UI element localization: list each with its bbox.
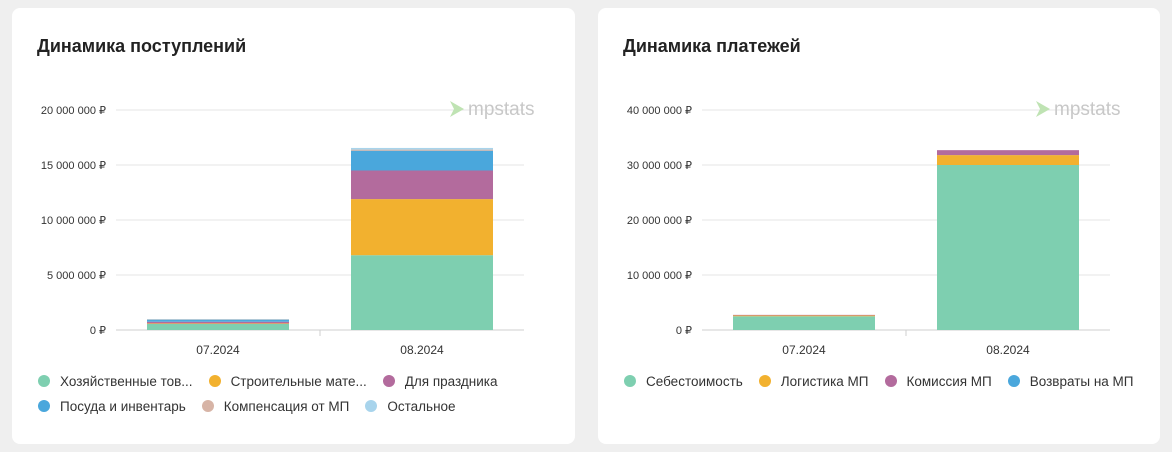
mpstats-logo: mpstats: [450, 99, 535, 120]
legend-color-dot-icon: [1007, 375, 1020, 387]
legend-item[interactable]: Компенсация от МП: [201, 397, 350, 415]
payments-dynamics-card: Динамика платежей 0 ₽ 10 000 000 ₽ 20 000 …: [598, 8, 1160, 444]
legend-item[interactable]: Для праздника: [382, 372, 498, 390]
income-dynamics-card: Динамика поступлений 0 ₽ 5 000 000 ₽ 10 00…: [12, 8, 575, 444]
legend-color-dot-icon: [38, 400, 50, 412]
legend-item[interactable]: Строительные мате...: [208, 372, 367, 390]
bar-segment[interactable]: [733, 314, 875, 316]
mpstats-logo: mpstats: [1036, 99, 1121, 120]
bar-segment[interactable]: [147, 319, 289, 320]
y-tick-label: 10 000 000 ₽: [627, 270, 692, 282]
bar-segment[interactable]: [351, 147, 493, 150]
legend-color-dot-icon: [208, 375, 221, 387]
y-tick-label: 0 ₽: [676, 325, 692, 337]
bar-segment[interactable]: [351, 149, 493, 151]
legend-item-label: Логистика МП: [780, 373, 869, 389]
y-tick-label: 20 000 000 ₽: [41, 105, 106, 117]
bar-segment[interactable]: [937, 165, 1079, 330]
mpstats-play-icon: [1036, 101, 1050, 117]
bar-segment[interactable]: [937, 155, 1079, 165]
bar-segment[interactable]: [733, 315, 875, 317]
bar-segment[interactable]: [351, 150, 493, 171]
legend-color-dot-icon: [38, 375, 50, 387]
mpstats-watermark-text: mpstats: [1054, 99, 1121, 120]
payments-chart-title: Динамика платежей: [623, 36, 801, 56]
legend-color-dot-icon: [624, 375, 636, 387]
legend-item[interactable]: Возвраты на МП: [1007, 372, 1134, 390]
x-tick-label: 07.2024: [782, 343, 826, 357]
legend-item-label: Себестоимость: [646, 373, 743, 389]
y-tick-label: 0 ₽: [90, 325, 106, 337]
legend-color-dot-icon: [201, 400, 214, 412]
payments-chart: 0 ₽ 10 000 000 ₽ 20 000 000 ₽ 30 000 000 ₽ 4…: [627, 99, 1121, 357]
bar-segment[interactable]: [351, 255, 493, 330]
legend-item[interactable]: Логистика МП: [758, 372, 869, 390]
y-tick-label: 40 000 000 ₽: [627, 105, 692, 117]
legend-item[interactable]: Комиссия МП: [884, 372, 992, 390]
income-chart: 0 ₽ 5 000 000 ₽ 10 000 000 ₽ 15 000 000 ₽ 20…: [41, 99, 535, 357]
bar-segment[interactable]: [147, 321, 289, 324]
x-tick-label: 08.2024: [400, 343, 444, 357]
y-tick-label: 5 000 000 ₽: [47, 270, 106, 282]
x-tick-label: 07.2024: [196, 343, 240, 357]
x-tick-label: 08.2024: [986, 343, 1030, 357]
y-tick-label: 10 000 000 ₽: [41, 215, 106, 227]
legend-color-dot-icon: [382, 375, 395, 387]
y-tick-label: 15 000 000 ₽: [41, 160, 106, 172]
bar-segment[interactable]: [351, 199, 493, 256]
mpstats-play-icon: [450, 101, 464, 117]
legend-item-label: Возвраты на МП: [1029, 373, 1134, 389]
legend-color-dot-icon: [365, 400, 378, 412]
legend-item[interactable]: Себестоимость: [624, 372, 743, 390]
legend-item-label: Хозяйственные тов...: [60, 373, 193, 389]
payments-chart-legend: Себестоимость Логистика МП Комиссия МП Возв…: [624, 372, 1144, 390]
income-chart-title: Динамика поступлений: [37, 36, 247, 56]
legend-color-dot-icon: [884, 375, 897, 387]
legend-item[interactable]: Остальное: [365, 397, 456, 415]
legend-item-label: Для праздника: [404, 373, 498, 389]
legend-color-dot-icon: [758, 375, 771, 387]
mpstats-watermark-text: mpstats: [468, 99, 535, 120]
legend-item-label: Строительные мате...: [230, 373, 367, 389]
bar-segment[interactable]: [937, 150, 1079, 156]
y-tick-label: 20 000 000 ₽: [627, 215, 692, 227]
bar-segment[interactable]: [351, 170, 493, 200]
bar-segment[interactable]: [147, 323, 289, 330]
bar-segment[interactable]: [733, 316, 875, 330]
legend-item[interactable]: Посуда и инвентарь: [38, 397, 186, 415]
legend-item-label: Остальное: [387, 398, 456, 414]
income-chart-legend: Хозяйственные тов... Строительные мате...…: [38, 372, 558, 415]
legend-item-label: Компенсация от МП: [223, 398, 350, 414]
bar-segment[interactable]: [147, 319, 289, 322]
bar-segment[interactable]: [147, 323, 289, 324]
legend-item-label: Посуда и инвентарь: [60, 398, 186, 414]
legend-item[interactable]: Хозяйственные тов...: [38, 372, 193, 390]
y-tick-label: 30 000 000 ₽: [627, 160, 692, 172]
legend-item-label: Комиссия МП: [906, 373, 992, 389]
